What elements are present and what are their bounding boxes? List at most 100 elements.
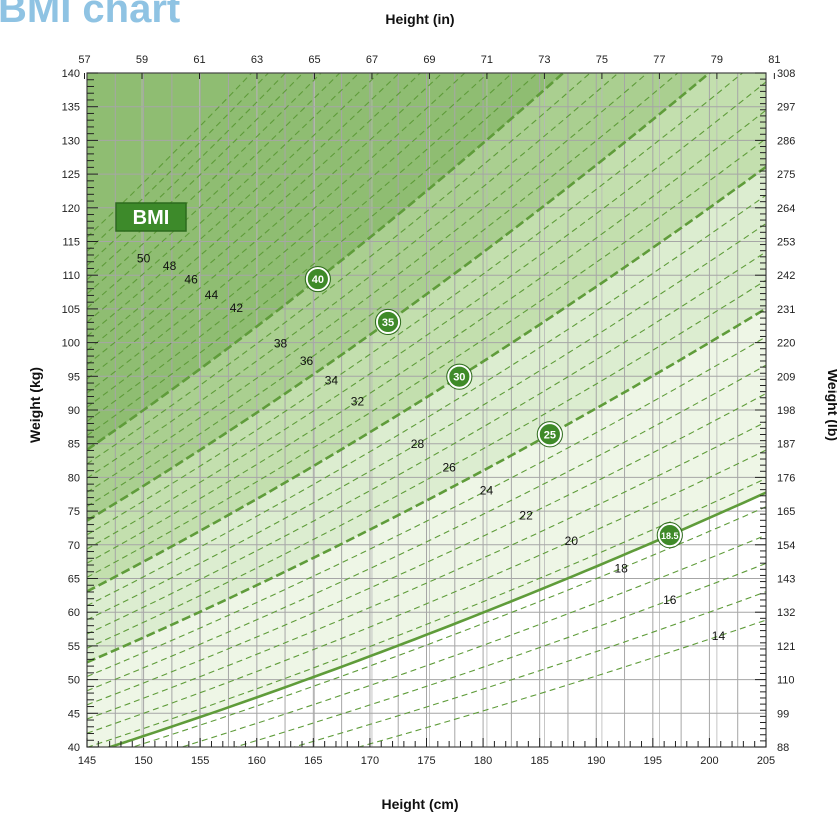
bmi-line-28 [87,223,766,621]
y-right-tick-label: 231 [777,304,795,316]
x-top-tick-label: 69 [423,54,435,66]
x-top-tick-label: 63 [251,54,263,66]
y-right-tick-label: 264 [777,203,795,215]
bmi-badge-circle-25 [537,422,562,447]
bmi-line-31 [87,138,766,578]
bmi-line-30 [87,165,766,593]
y-right-tick-label: 187 [777,439,795,451]
bmi-badge-circle-35 [376,310,400,334]
x-top-tick-label: 79 [711,54,723,66]
bmi-label-34: 34 [325,374,339,388]
bmi-line-34 [87,73,744,536]
x-bottom-tick-label: 175 [417,755,435,767]
y-right-axis-title: Weight (lb) [825,369,837,441]
x-top-axis-title: Height (in) [385,11,454,27]
y-right-tick-label: 297 [777,102,795,114]
bmi-badge-ring-40 [304,265,331,293]
bmi-line-25 [87,307,766,664]
y-left-tick-label: 40 [68,742,80,754]
bmi-line-24 [87,336,766,678]
bmi-line-26 [87,279,766,649]
bmi-line-32 [87,109,766,564]
x-bottom-tick-label: 190 [587,755,605,767]
y-left-tick-label: 100 [62,338,80,350]
x-bottom-tick-label: 170 [361,755,379,767]
bmi-label-20: 20 [565,534,579,548]
y-right-tick-label: 143 [777,574,795,586]
bmi-label-22: 22 [519,509,533,523]
y-right-tick-label: 209 [777,371,795,383]
bmi-line-23 [87,364,766,692]
x-bottom-tick-label: 205 [757,755,775,767]
y-right-tick-label: 220 [777,338,795,350]
bmi-line-39 [87,73,592,465]
bmi-badge-label-25: 25 [544,429,556,441]
y-right-tick-label: 253 [777,237,795,249]
y-left-tick-label: 125 [62,169,80,181]
bmi-line-43 [87,73,489,408]
x-bottom-tick-label: 150 [134,755,152,767]
y-right-tick-label: 242 [777,270,795,282]
bmi-line-27 [87,251,766,635]
x-top-tick-label: 81 [768,54,780,66]
y-left-tick-label: 110 [62,270,80,282]
bmi-badge-label-40: 40 [312,274,324,286]
x-bottom-tick-label: 200 [700,755,718,767]
bmi-badge-ring-18.5 [656,522,683,549]
y-right-tick-label: 154 [777,540,795,552]
x-top-tick-label: 67 [366,54,378,66]
y-left-tick-label: 55 [68,641,80,653]
bmi-label-14: 14 [712,629,726,643]
bmi-label-18: 18 [614,561,628,575]
bmi-label-42: 42 [230,301,244,315]
y-left-tick-label: 75 [68,506,80,518]
x-bottom-tick-label: 185 [530,755,548,767]
bmi-line-51 [87,73,322,295]
x-top-tick-label: 71 [481,54,493,66]
x-bottom-tick-label: 145 [78,755,96,767]
bmi-line-35 [87,73,712,522]
x-top-tick-label: 57 [78,54,90,66]
bmi-line-53 [87,73,287,266]
x-bottom-tick-label: 180 [474,755,492,767]
y-left-tick-label: 120 [62,203,80,215]
bmi-line-16 [233,562,766,747]
y-left-tick-label: 45 [68,708,80,720]
y-left-tick-label: 85 [68,439,80,451]
bmi-label-24: 24 [480,484,494,498]
bmi-badge-ring-30 [446,363,473,390]
bmi-line-20 [87,449,766,734]
y-left-tick-label: 140 [62,68,80,80]
bmi-line-22 [87,393,766,706]
y-right-tick-label: 132 [777,607,795,619]
bmi-label-50: 50 [137,251,151,265]
bmi-line-19 [87,477,766,747]
bmi-line-41 [87,73,539,437]
y-right-tick-label: 308 [777,68,795,80]
bmi-legend-label: BMI [133,207,170,229]
x-bottom-tick-label: 195 [644,755,662,767]
bmi-label-32: 32 [351,394,365,408]
bmi-label-46: 46 [184,272,198,286]
y-right-tick-label: 99 [777,708,789,720]
x-bottom-tick-label: 160 [248,755,266,767]
bmi-lines [87,73,766,747]
bmi-badges: 40 35 30 25 18.5 [304,265,683,549]
y-left-tick-label: 70 [68,540,80,552]
y-left-tick-label: 95 [68,371,80,383]
bmi-label-28: 28 [411,437,425,451]
bmi-badge-circle-40 [305,267,330,291]
bmi-line-18.5 [105,491,766,747]
y-right-tick-label: 88 [777,742,789,754]
bmi-line-50 [87,73,341,309]
bmi-badge-label-35: 35 [382,317,394,329]
bmi-line-49 [87,73,360,323]
x-top-tick-label: 75 [596,54,608,66]
bmi-badge-label-30: 30 [453,372,465,384]
bmi-line-36 [87,73,679,507]
bmi-legend: BMI [115,202,187,232]
y-right-tick-label: 165 [777,506,795,518]
bmi-badge-label-18.5: 18.5 [661,531,679,541]
bmi-line-44 [87,73,466,394]
bmi-line-33 [87,81,766,550]
